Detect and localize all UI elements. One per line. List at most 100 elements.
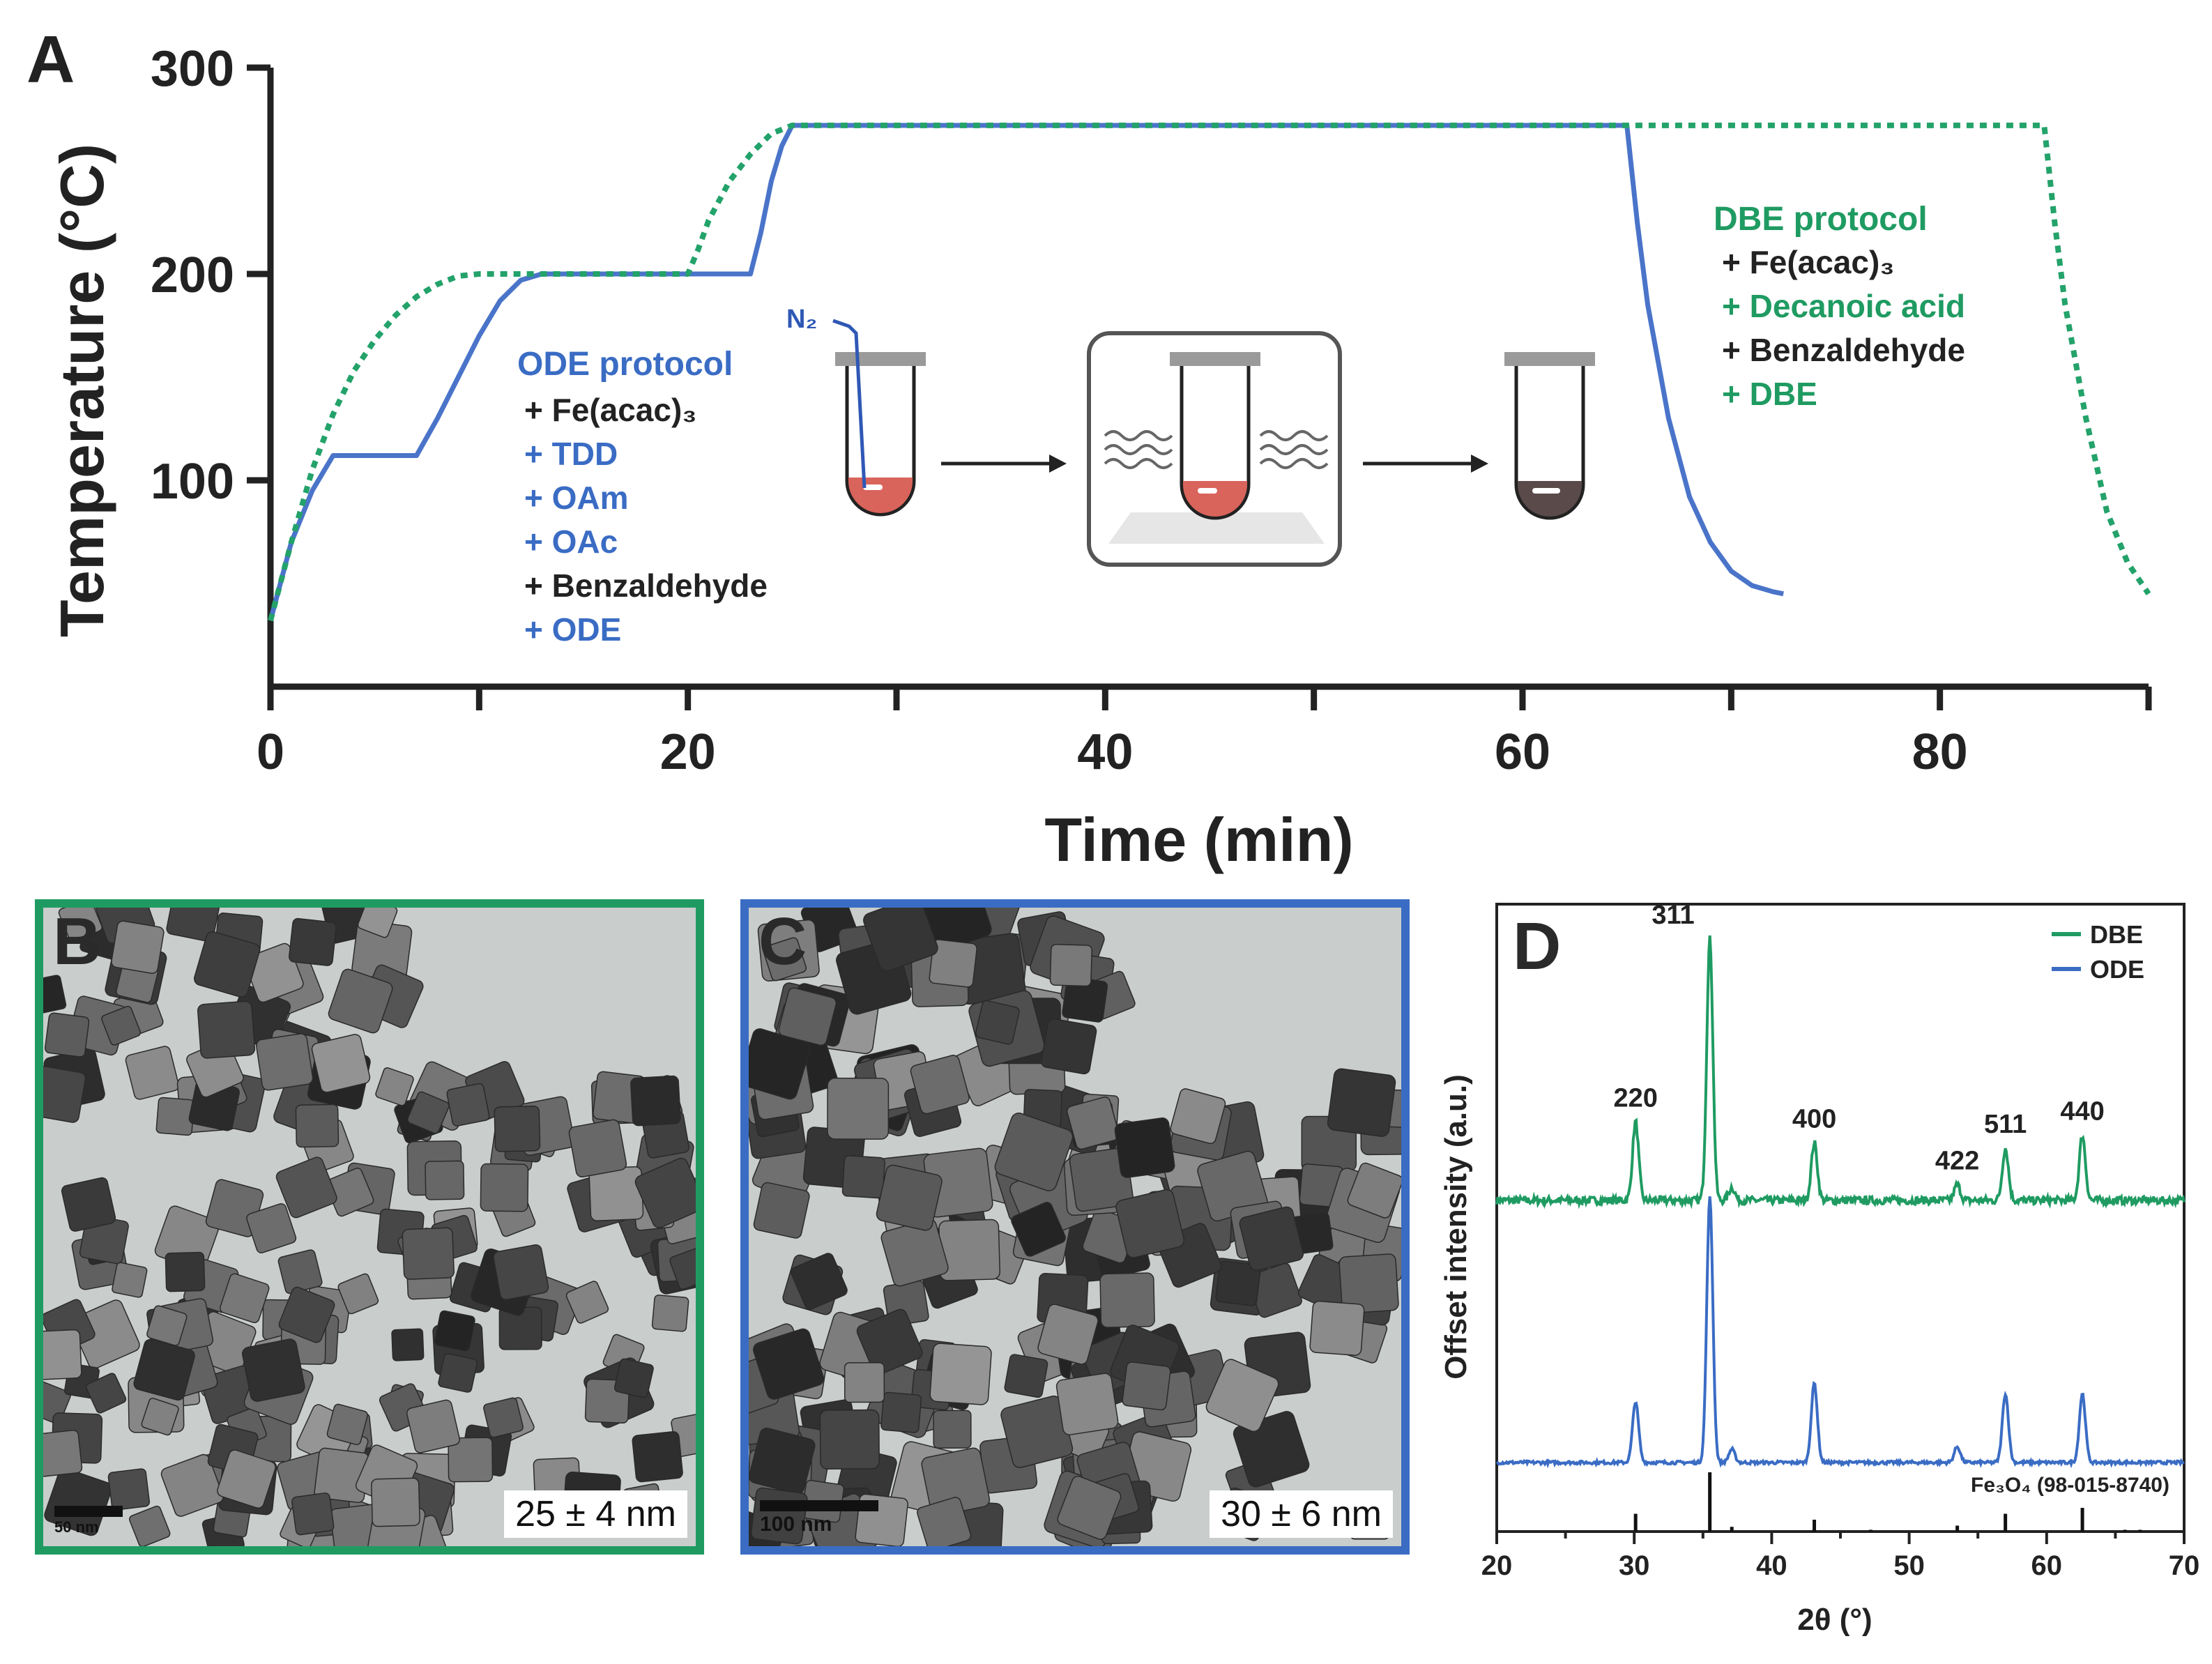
nanoparticle — [749, 1028, 811, 1100]
nanoparticle — [111, 920, 165, 974]
dbe-xrd-pattern — [1495, 935, 2186, 1209]
nanoparticle — [863, 908, 938, 972]
nanoparticle — [880, 1391, 922, 1433]
nanoparticle — [61, 1177, 116, 1232]
nanoparticle — [1347, 1162, 1401, 1219]
dbe-reagent-item: + DBE — [1722, 376, 1817, 412]
nanoparticle — [375, 1067, 414, 1106]
nanoparticle — [291, 1493, 335, 1536]
nanoparticle — [827, 1077, 890, 1140]
nanoparticle — [311, 1034, 371, 1093]
nanoparticle — [86, 1373, 127, 1414]
particle-size-c: 30 ± 6 nm — [1210, 1490, 1393, 1538]
nanoparticle — [1215, 1260, 1261, 1306]
reaction-tube-final — [1504, 352, 1595, 520]
nanoparticle — [841, 1155, 885, 1199]
panel-a-xlabel: Time (min) — [1044, 805, 1353, 874]
nanoparticle — [357, 908, 398, 938]
nanoparticle — [929, 939, 977, 988]
nanoparticle — [244, 942, 304, 1003]
legend-label: DBE — [2090, 920, 2143, 949]
ode-reagent-item: + OAc — [524, 524, 618, 560]
nanoparticle — [975, 1000, 1020, 1045]
nanoparticle — [1067, 1097, 1120, 1150]
panel-d-letter: D — [1513, 909, 1561, 984]
nanoparticle — [448, 1437, 494, 1483]
nanoparticle — [753, 1328, 825, 1400]
x-tick-label: 60 — [2031, 1550, 2063, 1581]
dbe-reagent-item: + Benzaldehyde — [1722, 332, 1965, 368]
ode-reagent-item: + OAm — [524, 480, 629, 516]
nanoparticle — [217, 1449, 276, 1509]
nanoparticle — [1011, 1202, 1066, 1257]
peak-label: 400 — [1792, 1105, 1836, 1134]
nanoparticle — [749, 1427, 816, 1495]
panel-a-ylabel: Temperature (°C) — [47, 144, 116, 637]
nanoparticle — [1037, 1304, 1099, 1365]
nanoparticle — [1057, 1475, 1122, 1540]
dbe-temperature-line — [268, 122, 2151, 622]
arrow-right-icon — [1363, 455, 1488, 473]
nanoparticle — [255, 1033, 314, 1091]
nanoparticle — [763, 937, 807, 982]
nanoparticle — [929, 1343, 992, 1405]
nanoparticle — [565, 1281, 609, 1324]
panel-d-ylabel: Offset intensity (a.u.) — [1439, 1074, 1473, 1380]
nanoparticle — [856, 1308, 923, 1375]
nanoparticle — [402, 1227, 455, 1280]
panel-a-letter: A — [26, 22, 75, 97]
nanoparticle — [1122, 1361, 1171, 1411]
y-tick-label: 300 — [151, 41, 234, 97]
nanoparticle — [44, 1012, 90, 1058]
nanoparticle — [1099, 1272, 1155, 1328]
panel-c-letter: C — [758, 904, 807, 979]
peak-label: 311 — [1652, 901, 1694, 930]
nanoparticle — [242, 1338, 305, 1402]
x-tick-label: 40 — [1077, 724, 1133, 780]
panel-b-letter: B — [53, 904, 102, 979]
nanoparticle — [165, 1251, 206, 1292]
nanoparticle — [160, 1453, 224, 1517]
y-tick-label: 100 — [151, 454, 234, 510]
dbe-protocol-title: DBE protocol — [1714, 201, 1928, 238]
nanoparticle — [632, 1431, 683, 1483]
nanoparticle — [753, 1182, 810, 1239]
nanoparticle — [406, 1399, 461, 1453]
ode-protocol-title: ODE protocol — [517, 346, 733, 383]
scale-bar-b-label: 50 nm — [54, 1518, 99, 1536]
x-tick-label: 40 — [1756, 1550, 1787, 1581]
ode-temperature-line — [268, 123, 1784, 622]
peak-label: 440 — [2060, 1097, 2104, 1126]
scale-bar-c-label: 100 nm — [760, 1513, 832, 1536]
scale-bar-b: 50 nm — [54, 1506, 123, 1536]
nanoparticle — [791, 1253, 848, 1310]
nanoparticle — [933, 1410, 972, 1449]
nanoparticle — [1114, 1117, 1175, 1178]
nanoparticle — [1327, 1068, 1396, 1137]
nanoparticle — [275, 1157, 337, 1219]
nanoparticle — [326, 1403, 368, 1446]
ode-reagent-item: + ODE — [524, 611, 621, 648]
nanoparticle — [125, 1046, 180, 1100]
nanoparticle — [1338, 1253, 1399, 1314]
x-tick-label: 80 — [1912, 724, 1968, 780]
nanoparticle — [278, 1286, 335, 1343]
nanoparticle — [295, 1104, 340, 1148]
nanoparticle — [391, 1328, 425, 1361]
nanoparticle — [917, 1497, 972, 1546]
nanoparticle — [1170, 1088, 1226, 1145]
legend-label: ODE — [2090, 955, 2144, 984]
ode-reagent-item: + Benzaldehyde — [524, 567, 768, 604]
nanoparticle — [1115, 1189, 1185, 1258]
nanoparticle — [43, 1329, 82, 1380]
x-tick-label: 20 — [1481, 1550, 1513, 1581]
nanoparticle — [483, 1397, 524, 1438]
panel-a-axes: 100 200 300 0 20 40 60 80 — [151, 41, 2152, 780]
nanoparticle — [101, 1005, 142, 1046]
nanoparticle — [1041, 1018, 1097, 1075]
nanoparticle — [494, 1105, 541, 1152]
synthesis-schematic: N₂ — [786, 305, 1595, 567]
